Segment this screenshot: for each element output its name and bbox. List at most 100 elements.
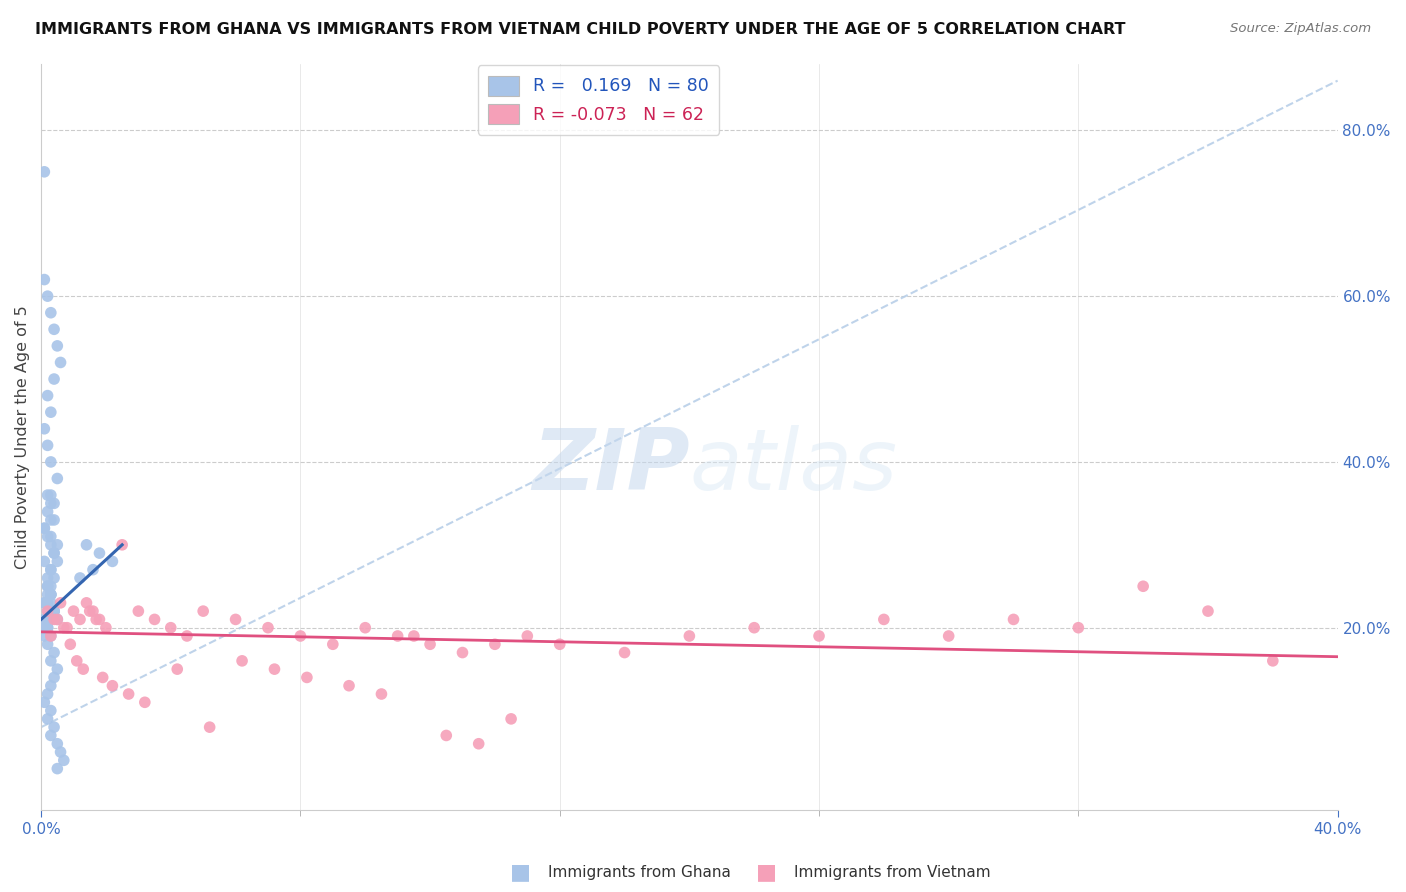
- Point: [39, 704, 62, 718]
- Text: atlas: atlas: [689, 425, 897, 508]
- Point: [91, 670, 114, 684]
- Point: [354, 621, 377, 635]
- Point: [46, 471, 69, 485]
- Point: [37, 621, 59, 635]
- Text: Source: ZipAtlas.com: Source: ZipAtlas.com: [1230, 22, 1371, 36]
- Point: [742, 621, 765, 635]
- Point: [37, 596, 59, 610]
- Point: [938, 629, 960, 643]
- Point: [66, 654, 89, 668]
- Point: [193, 604, 215, 618]
- Point: [37, 612, 59, 626]
- Point: [467, 737, 489, 751]
- Point: [117, 687, 139, 701]
- Point: [42, 322, 65, 336]
- Point: [37, 438, 59, 452]
- Point: [34, 621, 56, 635]
- Point: [34, 596, 56, 610]
- Point: [290, 629, 312, 643]
- Point: [101, 554, 124, 568]
- Point: [46, 612, 69, 626]
- Point: [134, 695, 156, 709]
- Point: [678, 629, 700, 643]
- Point: [49, 355, 72, 369]
- Point: [451, 646, 474, 660]
- Point: [39, 529, 62, 543]
- Point: [501, 712, 523, 726]
- Point: [37, 604, 59, 618]
- Point: [37, 712, 59, 726]
- Point: [49, 596, 72, 610]
- Point: [82, 604, 104, 618]
- Point: [84, 612, 107, 626]
- Point: [225, 612, 247, 626]
- Point: [337, 679, 360, 693]
- Point: [34, 165, 56, 179]
- Text: ZIP: ZIP: [531, 425, 689, 508]
- Point: [39, 612, 62, 626]
- Point: [89, 546, 111, 560]
- Point: [322, 637, 344, 651]
- Point: [39, 579, 62, 593]
- Point: [52, 621, 75, 635]
- Point: [39, 588, 62, 602]
- Point: [37, 579, 59, 593]
- Point: [39, 596, 62, 610]
- Point: [72, 662, 94, 676]
- Point: [419, 637, 441, 651]
- Y-axis label: Child Poverty Under the Age of 5: Child Poverty Under the Age of 5: [15, 305, 30, 569]
- Point: [1261, 654, 1284, 668]
- Point: [46, 762, 69, 776]
- Point: [257, 621, 280, 635]
- Point: [46, 538, 69, 552]
- Point: [69, 612, 91, 626]
- Point: [82, 563, 104, 577]
- Point: [42, 612, 65, 626]
- Point: [39, 729, 62, 743]
- Point: [37, 505, 59, 519]
- Point: [34, 554, 56, 568]
- Point: [613, 646, 636, 660]
- Point: [34, 695, 56, 709]
- Point: [37, 588, 59, 602]
- Point: [89, 612, 111, 626]
- Point: [42, 571, 65, 585]
- Point: [37, 571, 59, 585]
- Point: [42, 604, 65, 618]
- Point: [434, 729, 457, 743]
- Point: [111, 538, 134, 552]
- Point: [101, 679, 124, 693]
- Point: [263, 662, 285, 676]
- Point: [34, 629, 56, 643]
- Point: [39, 629, 62, 643]
- Point: [37, 687, 59, 701]
- Point: [49, 745, 72, 759]
- Point: [37, 579, 59, 593]
- Point: [76, 538, 98, 552]
- Point: [295, 670, 318, 684]
- Point: [46, 737, 69, 751]
- Text: Immigrants from Vietnam: Immigrants from Vietnam: [794, 865, 991, 880]
- Point: [1067, 621, 1090, 635]
- Point: [79, 604, 101, 618]
- Point: [76, 596, 98, 610]
- Point: [42, 670, 65, 684]
- Point: [39, 654, 62, 668]
- Point: [370, 687, 392, 701]
- Point: [37, 488, 59, 502]
- Point: [34, 422, 56, 436]
- Point: [42, 604, 65, 618]
- Point: [62, 604, 84, 618]
- Point: [46, 612, 69, 626]
- Point: [1197, 604, 1219, 618]
- Point: [39, 629, 62, 643]
- Point: [37, 604, 59, 618]
- Point: [39, 496, 62, 510]
- Point: [39, 306, 62, 320]
- Text: Immigrants from Ghana: Immigrants from Ghana: [548, 865, 731, 880]
- Point: [873, 612, 896, 626]
- Point: [198, 720, 221, 734]
- Point: [39, 405, 62, 419]
- Text: ■: ■: [510, 863, 530, 882]
- Point: [46, 339, 69, 353]
